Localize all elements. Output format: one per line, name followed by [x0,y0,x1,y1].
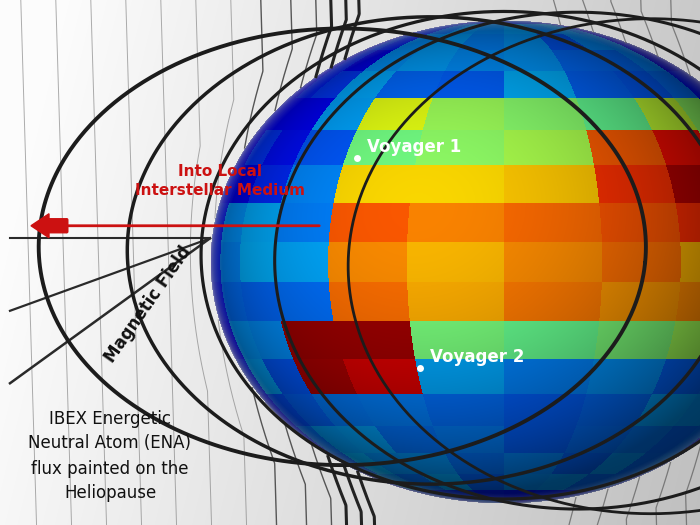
FancyArrow shape [31,214,67,238]
Text: Voyager 2: Voyager 2 [430,349,524,366]
Text: IBEX Energetic
Neutral Atom (ENA)
flux painted on the
Heliopause: IBEX Energetic Neutral Atom (ENA) flux p… [29,410,192,502]
Text: Magnetic Field: Magnetic Field [101,243,195,366]
Text: Voyager 1: Voyager 1 [367,139,461,156]
Text: Into Local
Interstellar Medium: Into Local Interstellar Medium [135,164,305,198]
